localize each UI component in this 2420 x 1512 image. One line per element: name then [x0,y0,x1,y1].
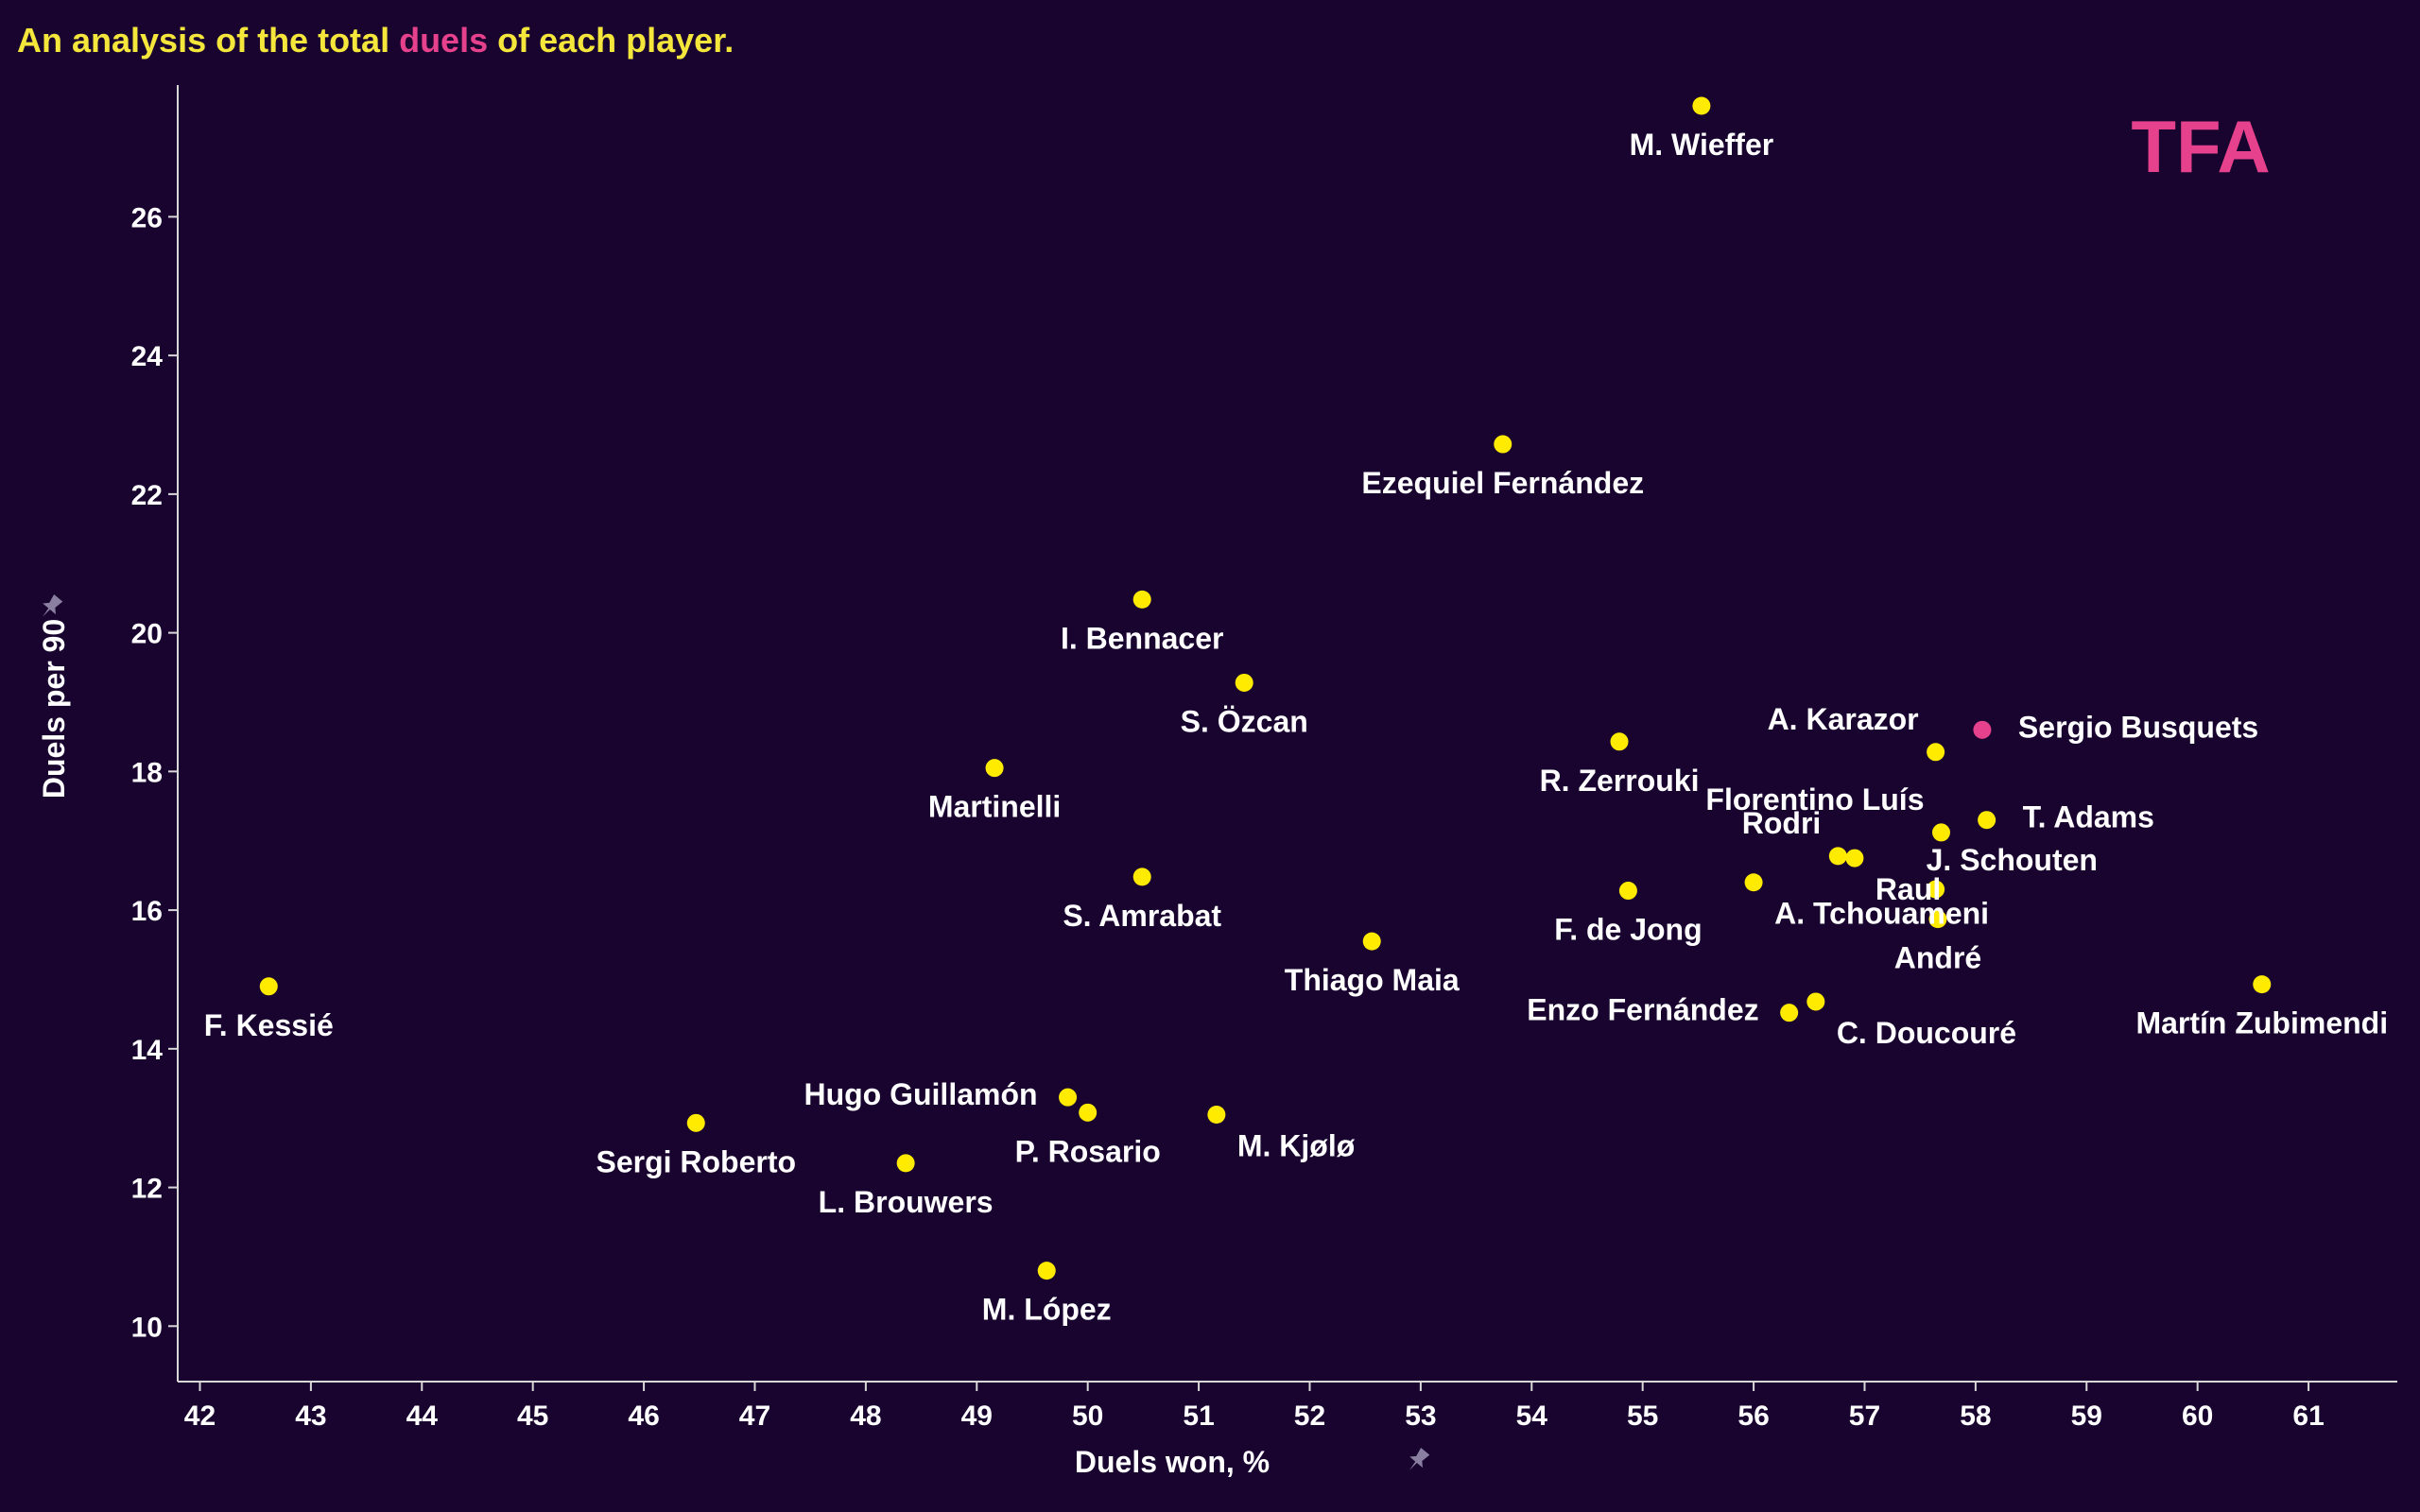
data-points [259,96,2272,1280]
x-tick-label: 47 [739,1400,770,1432]
data-point[interactable] [1744,873,1763,892]
point-label: S. Özcan [1181,704,1308,738]
data-point[interactable] [1059,1088,1078,1107]
y-tick-label: 24 [131,341,164,372]
x-tick-label: 45 [517,1400,548,1432]
x-tick-label: 48 [850,1400,881,1432]
point-label: Ezequiel Fernández [1361,466,1644,500]
x-tick-label: 57 [1849,1400,1880,1432]
x-tick-label: 42 [184,1400,216,1432]
x-tick-label: 44 [406,1400,439,1432]
point-label: Rodri [1742,806,1822,840]
point-labels: M. Wieffer Ezequiel Fernández I. Bennacer S… [204,128,2388,1327]
x-ticks: 42 43 44 45 46 47 48 49 50 51 52 53 54 55 56 57 58 59 60 61 [184,1382,2325,1432]
data-point[interactable] [1845,849,1864,868]
data-point[interactable] [1828,847,1847,866]
highlighted-data-point[interactable] [1973,720,1992,739]
point-label: P. Rosario [1015,1134,1161,1168]
y-tick-label: 10 [131,1312,163,1343]
x-tick-label: 55 [1627,1400,1658,1432]
data-point[interactable] [985,759,1004,778]
point-label: R. Zerrouki [1540,764,1700,798]
x-tick-label: 51 [1183,1400,1214,1432]
point-label: M. López [982,1293,1112,1327]
title-prefix: An analysis of the total [17,21,400,60]
y-tick-label: 18 [131,757,163,788]
point-label: Martinelli [928,790,1061,824]
data-point[interactable] [1079,1103,1098,1122]
data-point[interactable] [1780,1004,1799,1022]
point-label: Sergi Roberto [596,1144,796,1178]
point-label: S. Amrabat [1063,899,1221,933]
point-label: I. Bennacer [1061,621,1224,655]
point-label: Florentino Luís [1705,782,1924,816]
y-tick-label: 26 [131,202,163,233]
x-tick-label: 52 [1294,1400,1325,1432]
point-label: M. Wieffer [1630,128,1774,162]
data-point[interactable] [1494,435,1512,454]
y-axis-title: Duels per 90 [37,619,71,799]
x-tick-label: 53 [1405,1400,1436,1432]
y-tick-label: 16 [131,896,163,927]
x-tick-label: 56 [1737,1400,1769,1432]
title-suffix: of each player. [488,21,735,60]
x-axis-pin-icon[interactable] [1403,1446,1432,1475]
data-point[interactable] [1927,743,1945,762]
x-tick-label: 58 [1960,1400,1991,1432]
y-tick-label: 22 [131,480,163,511]
data-point[interactable] [1362,932,1381,951]
data-point[interactable] [686,1113,705,1132]
point-label: André [1894,941,1981,975]
x-tick-label: 54 [1516,1400,1548,1432]
y-ticks: 10 12 14 16 18 20 22 24 26 [131,202,178,1343]
title-highlight: duels [399,21,489,60]
y-axis-pin-icon[interactable] [36,593,65,622]
point-label: Sergio Busquets [2018,710,2258,744]
x-tick-label: 61 [2292,1400,2324,1432]
data-point[interactable] [259,977,278,996]
data-point[interactable] [2253,975,2272,994]
x-tick-label: 59 [2071,1400,2102,1432]
x-tick-label: 46 [628,1400,659,1432]
point-label: Martín Zubimendi [2135,1006,2388,1040]
x-tick-label: 60 [2182,1400,2213,1432]
x-axis-title: Duels won, % [1075,1445,1270,1479]
chart-title: An analysis of the total duels of each p… [17,21,734,60]
data-point[interactable] [896,1154,915,1173]
x-tick-label: 43 [295,1400,326,1432]
point-label: L. Brouwers [819,1185,994,1219]
point-label: F. de Jong [1554,913,1702,947]
data-point[interactable] [1037,1262,1056,1280]
data-point[interactable] [1692,96,1711,115]
data-point[interactable] [1235,673,1253,692]
point-label: Thiago Maia [1285,963,1460,997]
data-point[interactable] [1806,992,1825,1011]
point-label: Hugo Guillamón [804,1077,1037,1111]
data-point[interactable] [1928,910,1947,929]
tfa-logo: TFA [2131,105,2270,188]
data-point[interactable] [1132,868,1151,886]
y-tick-label: 12 [131,1174,163,1205]
y-tick-label: 14 [131,1035,164,1066]
data-point[interactable] [1931,823,1950,842]
data-point[interactable] [1618,882,1637,901]
data-point[interactable] [1207,1106,1226,1125]
data-point[interactable] [1978,811,1996,830]
data-point[interactable] [1132,590,1151,609]
data-point[interactable] [1927,880,1945,899]
point-label: C. Doucouré [1837,1016,2016,1050]
point-label: M. Kjølø [1237,1129,1356,1163]
y-tick-label: 20 [131,619,163,650]
x-tick-label: 50 [1072,1400,1103,1432]
point-label: Raul [1876,872,1941,906]
point-label: A. Karazor [1768,702,1919,736]
point-label: J. Schouten [1927,843,2098,877]
point-label: A. Tchouameni [1774,897,1989,931]
point-label: T. Adams [2023,800,2154,834]
data-point[interactable] [1610,732,1629,751]
point-label: F. Kessié [204,1008,334,1042]
point-label: Enzo Fernández [1527,993,1758,1027]
x-tick-label: 49 [961,1400,993,1432]
